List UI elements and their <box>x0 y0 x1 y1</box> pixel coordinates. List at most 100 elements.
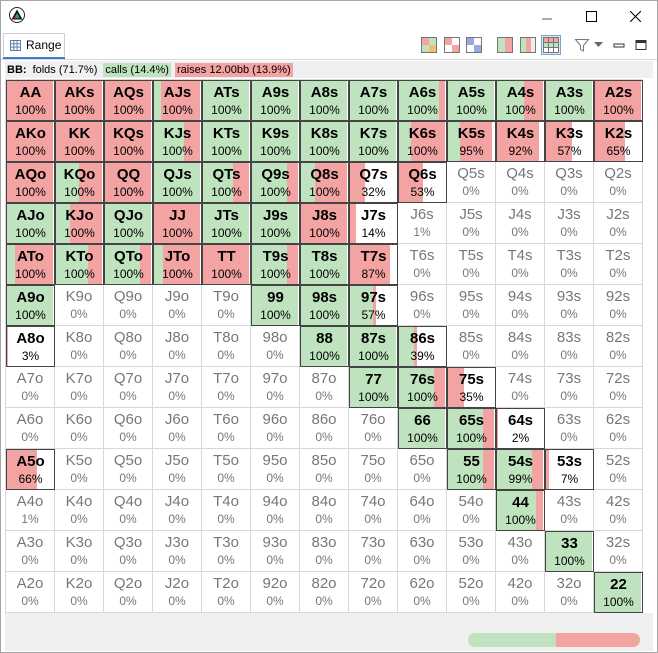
hand-cell[interactable]: AKs 100% <box>55 80 104 121</box>
hand-cell[interactable]: KTs 100% <box>202 121 251 162</box>
hand-cell[interactable]: QJo 100% <box>104 203 153 244</box>
hand-cell[interactable]: Q5o 0% <box>104 449 153 490</box>
quadrant-view-3-button[interactable] <box>464 35 484 55</box>
hand-cell[interactable]: AKo 100% <box>6 121 55 162</box>
hand-cell[interactable]: 99 100% <box>251 285 300 326</box>
hand-cell[interactable]: 72s 0% <box>594 367 643 408</box>
hand-cell[interactable]: 44 100% <box>496 490 545 531</box>
hand-cell[interactable]: T3o 0% <box>202 531 251 572</box>
hand-cell[interactable]: A4s 100% <box>496 80 545 121</box>
hand-cell[interactable]: T9o 0% <box>202 285 251 326</box>
hand-cell[interactable]: KQs 100% <box>104 121 153 162</box>
hand-cell[interactable]: T4s 0% <box>496 244 545 285</box>
hand-cell[interactable]: 64o 0% <box>398 490 447 531</box>
hand-cell[interactable]: K7o 0% <box>55 367 104 408</box>
hand-cell[interactable]: Q7o 0% <box>104 367 153 408</box>
hand-cell[interactable]: J3s 0% <box>545 203 594 244</box>
hand-cell[interactable]: T3s 0% <box>545 244 594 285</box>
hand-cell[interactable]: 87s 100% <box>349 326 398 367</box>
hand-cell[interactable]: JTs 100% <box>202 203 251 244</box>
hand-cell[interactable]: 42o 0% <box>496 572 545 613</box>
hand-cell[interactable]: Q9s 100% <box>251 162 300 203</box>
hand-cell[interactable]: J4o 0% <box>153 490 202 531</box>
hand-cell[interactable]: KJs 100% <box>153 121 202 162</box>
hand-cell[interactable]: K3s 57% <box>545 121 594 162</box>
maximize-view-button[interactable] <box>631 35 651 55</box>
hand-cell[interactable]: 97o 0% <box>251 367 300 408</box>
hand-cell[interactable]: QTo 100% <box>104 244 153 285</box>
hand-cell[interactable]: 82s 0% <box>594 326 643 367</box>
hand-cell[interactable]: 84s 0% <box>496 326 545 367</box>
hand-cell[interactable]: Q2o 0% <box>104 572 153 613</box>
hand-cell[interactable]: Q9o 0% <box>104 285 153 326</box>
hand-cell[interactable]: 86s 39% <box>398 326 447 367</box>
hand-cell[interactable]: 65s 100% <box>447 408 496 449</box>
hand-cell[interactable]: J2s 0% <box>594 203 643 244</box>
hand-cell[interactable]: J6s 1% <box>398 203 447 244</box>
hand-cell[interactable]: 98s 100% <box>300 285 349 326</box>
hand-cell[interactable]: K2s 65% <box>594 121 643 162</box>
hand-cell[interactable]: A3s 100% <box>545 80 594 121</box>
hand-cell[interactable]: Q6o 0% <box>104 408 153 449</box>
hand-cell[interactable]: 33 100% <box>545 531 594 572</box>
quadrant-view-2-button[interactable] <box>442 35 462 55</box>
hand-cell[interactable]: 82o 0% <box>300 572 349 613</box>
hand-cell[interactable]: 72o 0% <box>349 572 398 613</box>
bar-color-view-button[interactable] <box>518 35 538 55</box>
hand-cell[interactable]: J9o 0% <box>153 285 202 326</box>
hand-cell[interactable]: K4o 0% <box>55 490 104 531</box>
hand-cell[interactable]: 75s 35% <box>447 367 496 408</box>
hand-cell[interactable]: 83o 0% <box>300 531 349 572</box>
split-color-view-button[interactable] <box>495 35 515 55</box>
hand-cell[interactable]: 74o 0% <box>349 490 398 531</box>
hand-cell[interactable]: J7o 0% <box>153 367 202 408</box>
hand-cell[interactable]: 65o 0% <box>398 449 447 490</box>
hand-cell[interactable]: Q4s 0% <box>496 162 545 203</box>
hand-cell[interactable]: 87o 0% <box>300 367 349 408</box>
hand-cell[interactable]: T7s 87% <box>349 244 398 285</box>
hand-cell[interactable]: 63o 0% <box>398 531 447 572</box>
hand-cell[interactable]: AJo 100% <box>6 203 55 244</box>
hand-cell[interactable]: 66 100% <box>398 408 447 449</box>
hand-cell[interactable]: 54s 99% <box>496 449 545 490</box>
hand-cell[interactable]: 92o 0% <box>251 572 300 613</box>
grid-color-view-button[interactable] <box>541 35 561 55</box>
hand-cell[interactable]: 93o 0% <box>251 531 300 572</box>
hand-cell[interactable]: ATo 100% <box>6 244 55 285</box>
hand-cell[interactable]: A7s 100% <box>349 80 398 121</box>
close-button[interactable] <box>613 1 657 31</box>
hand-cell[interactable]: 73o 0% <box>349 531 398 572</box>
hand-cell[interactable]: K8s 100% <box>300 121 349 162</box>
hand-cell[interactable]: J3o 0% <box>153 531 202 572</box>
hand-cell[interactable]: J8s 100% <box>300 203 349 244</box>
hand-cell[interactable]: JJ 100% <box>153 203 202 244</box>
hand-cell[interactable]: J9s 100% <box>251 203 300 244</box>
hand-cell[interactable]: A5s 100% <box>447 80 496 121</box>
hand-cell[interactable]: A6o 0% <box>6 408 55 449</box>
hand-cell[interactable]: 95s 0% <box>447 285 496 326</box>
hand-cell[interactable]: T8s 100% <box>300 244 349 285</box>
hand-cell[interactable]: Q2s 0% <box>594 162 643 203</box>
hand-cell[interactable]: A2s 100% <box>594 80 643 121</box>
hand-cell[interactable]: K9s 100% <box>251 121 300 162</box>
hand-cell[interactable]: 42s 0% <box>594 490 643 531</box>
hand-cell[interactable]: J5o 0% <box>153 449 202 490</box>
hand-cell[interactable]: 76s 100% <box>398 367 447 408</box>
hand-cell[interactable]: 32s 0% <box>594 531 643 572</box>
hand-cell[interactable]: 55 100% <box>447 449 496 490</box>
hand-cell[interactable]: 52o 0% <box>447 572 496 613</box>
hand-cell[interactable]: K2o 0% <box>55 572 104 613</box>
hand-cell[interactable]: J4s 0% <box>496 203 545 244</box>
hand-cell[interactable]: A2o 0% <box>6 572 55 613</box>
hand-cell[interactable]: Q6s 53% <box>398 162 447 203</box>
hand-cell[interactable]: T7o 0% <box>202 367 251 408</box>
hand-cell[interactable]: T6o 0% <box>202 408 251 449</box>
hand-cell[interactable]: 94s 0% <box>496 285 545 326</box>
hand-cell[interactable]: QTs 100% <box>202 162 251 203</box>
hand-cell[interactable]: K4s 92% <box>496 121 545 162</box>
hand-cell[interactable]: A9s 100% <box>251 80 300 121</box>
hand-cell[interactable]: 85s 0% <box>447 326 496 367</box>
hand-cell[interactable]: 83s 0% <box>545 326 594 367</box>
hand-cell[interactable]: K8o 0% <box>55 326 104 367</box>
hand-cell[interactable]: 52s 0% <box>594 449 643 490</box>
